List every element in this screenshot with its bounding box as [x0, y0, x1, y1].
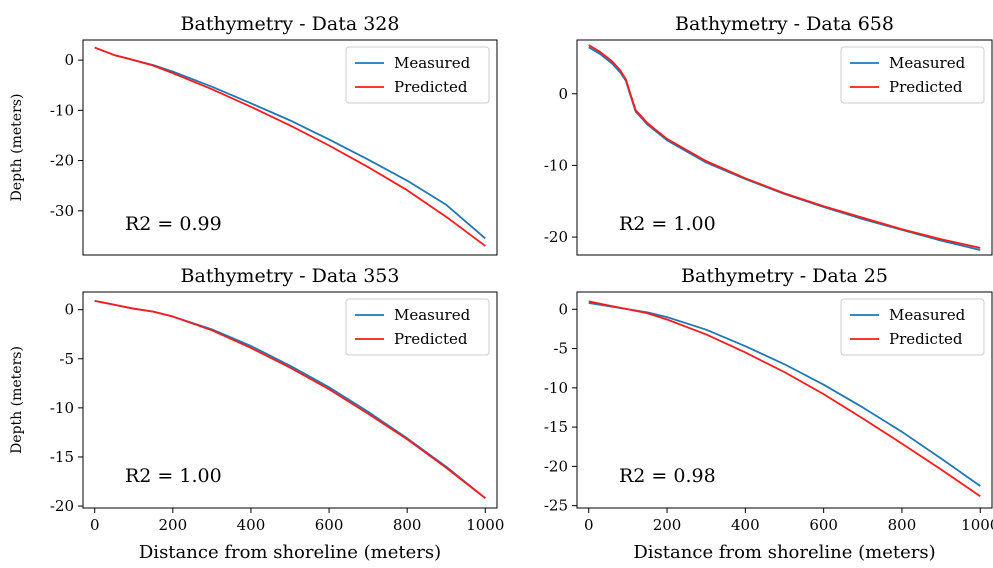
y-tick-label: -15: [50, 448, 74, 466]
y-tick-label: -5: [59, 350, 74, 368]
x-axis-label: Distance from shoreline (meters): [633, 542, 935, 563]
series-line-predicted: [94, 46, 486, 247]
chart-title: Bathymetry - Data 658: [675, 13, 894, 35]
chart-panel-1: 0 -10 -20 -30 Bathymetry - Data 328 Depth (me…: [9, 13, 498, 256]
legend-box: [840, 46, 985, 104]
legend-label: Measured: [889, 306, 966, 324]
axes-frame: [576, 39, 993, 256]
y-tick-label: -10: [50, 101, 74, 119]
axes-frame: [82, 39, 498, 256]
y-tick-label: 0: [558, 85, 568, 103]
x-tick-label: 1000: [466, 516, 504, 534]
y-tick-label: -10: [544, 156, 568, 174]
chart-title: Bathymetry - Data 25: [681, 265, 888, 287]
legend-label: Predicted: [394, 78, 468, 96]
chart-panel-4: 0 -5 -10 -15 -20 -25 0 200 400 600 800 1000 Bathymet…: [544, 265, 993, 563]
y-tick-label: -20: [50, 497, 74, 515]
r2-annotation: R2 = 1.00: [125, 465, 222, 487]
x-tick-label: 600: [315, 516, 344, 534]
legend-label: Predicted: [889, 78, 963, 96]
r2-annotation: R2 = 0.98: [619, 465, 716, 487]
y-tick-label: -15: [544, 418, 568, 436]
legend-box: [345, 298, 490, 356]
legend: Measured Predicted: [345, 46, 490, 104]
legend-label: Measured: [889, 54, 966, 72]
x-tick-label: 200: [159, 516, 188, 534]
legend-label: Measured: [394, 54, 471, 72]
axes-frame: [576, 291, 993, 509]
x-tick-label: 600: [809, 516, 838, 534]
y-tick-label: -25: [544, 497, 568, 515]
series-line-predicted: [588, 300, 981, 497]
x-tick-label: 1000: [961, 516, 993, 534]
y-tick-label: -20: [50, 152, 74, 170]
chart-title: Bathymetry - Data 353: [181, 265, 400, 287]
r2-annotation: R2 = 1.00: [619, 213, 716, 235]
r2-annotation: R2 = 0.99: [125, 213, 222, 235]
legend: Measured Predicted: [840, 46, 985, 104]
y-tick-label: -10: [50, 399, 74, 417]
chart-panel-3: 0 -5 -10 -15 -20 0 200 400 600 800 1000 Bathymetry …: [9, 265, 504, 563]
chart-panel-2: 0 -10 -20 Bathymetry - Data 658 R2 = 1.00 Mea…: [544, 13, 993, 256]
y-tick-label: -30: [50, 202, 74, 220]
y-tick-label: -20: [544, 228, 568, 246]
x-tick-label: 800: [888, 516, 917, 534]
x-tick-label: 400: [731, 516, 760, 534]
y-tick-label: 0: [64, 301, 74, 319]
legend-box: [345, 46, 490, 104]
x-tick-label: 0: [584, 516, 594, 534]
x-tick-label: 0: [90, 516, 100, 534]
x-axis-label: Distance from shoreline (meters): [139, 542, 441, 563]
axes-frame: [82, 291, 498, 509]
y-tick-label: -20: [544, 457, 568, 475]
x-tick-label: 200: [653, 516, 682, 534]
legend: Measured Predicted: [345, 298, 490, 356]
x-tick-label: 400: [237, 516, 266, 534]
y-axis-label: Depth (meters): [9, 346, 25, 454]
y-tick-label: 0: [558, 300, 568, 318]
x-tick-label: 800: [393, 516, 422, 534]
legend-label: Predicted: [889, 330, 963, 348]
series-line-predicted: [588, 44, 981, 249]
y-tick-label: -10: [544, 379, 568, 397]
chart-title: Bathymetry - Data 328: [181, 13, 400, 35]
legend-label: Measured: [394, 306, 471, 324]
y-tick-label: 0: [64, 51, 74, 69]
series-line-predicted: [94, 299, 486, 499]
legend-label: Predicted: [394, 330, 468, 348]
y-axis-label: Depth (meters): [9, 94, 25, 202]
y-tick-label: -5: [553, 340, 568, 358]
legend: Measured Predicted: [840, 298, 985, 356]
series-line-measured: [588, 46, 981, 251]
legend-box: [840, 298, 985, 356]
